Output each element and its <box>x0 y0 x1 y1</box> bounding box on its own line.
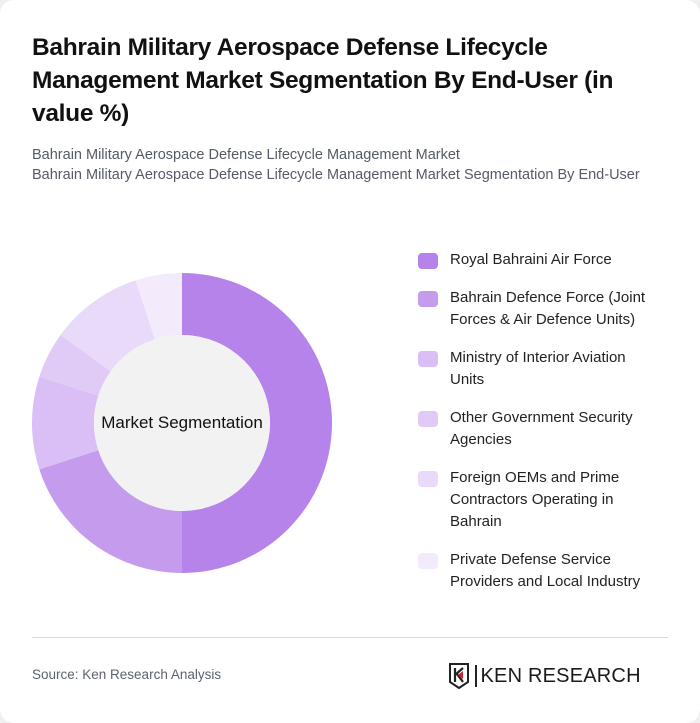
legend-item[interactable]: Ministry of Interior Aviation Units <box>418 347 678 391</box>
donut-segment[interactable] <box>31 376 99 470</box>
legend-swatch-icon <box>418 291 438 307</box>
legend-label: Bahrain Defence Force (Joint Forces & Ai… <box>450 289 646 328</box>
legend-label: Foreign OEMs and Prime Contractors Opera… <box>450 469 620 530</box>
subtitle-line-2: Bahrain Military Aerospace Defense Lifec… <box>32 167 640 183</box>
legend-item[interactable]: Private Defense Service Providers and Lo… <box>418 549 678 593</box>
logo-separator <box>475 665 477 687</box>
legend-label: Ministry of Interior Aviation Units <box>450 349 626 388</box>
legend-item[interactable]: Other Government Security Agencies <box>418 407 678 451</box>
legend-label: Other Government Security Agencies <box>450 409 633 448</box>
legend-label: Royal Bahraini Air Force <box>450 251 612 268</box>
donut-chart: Market Segmentation <box>30 270 336 576</box>
chart-title: Bahrain Military Aerospace Defense Lifec… <box>32 34 614 127</box>
logo-text: KEN RESEARCH <box>480 665 641 687</box>
legend-item[interactable]: Bahrain Defence Force (Joint Forces & Ai… <box>418 287 678 331</box>
legend-swatch-icon <box>418 253 438 269</box>
ken-research-shield-icon <box>449 663 469 690</box>
legend-label: Private Defense Service Providers and Lo… <box>450 551 641 590</box>
legend-swatch-icon <box>418 351 438 367</box>
legend-item[interactable]: Royal Bahraini Air Force <box>418 249 678 271</box>
donut-segment[interactable] <box>39 334 111 396</box>
subtitle-line-1: Bahrain Military Aerospace Defense Lifec… <box>32 147 460 163</box>
legend-swatch-icon <box>418 471 438 487</box>
chart-legend: Royal Bahraini Air Force Bahrain Defence … <box>418 249 678 609</box>
donut-hole <box>94 335 270 511</box>
legend-swatch-icon <box>418 411 438 427</box>
donut-segment[interactable] <box>60 280 155 372</box>
donut-segment[interactable] <box>39 450 182 573</box>
ken-research-logo: KEN RESEARCH <box>448 662 641 690</box>
legend-swatch-icon <box>418 553 438 569</box>
donut-segment[interactable] <box>182 273 332 573</box>
donut-svg <box>31 273 332 573</box>
donut-segment[interactable] <box>135 273 182 340</box>
chart-subtitle: Bahrain Military Aerospace Defense Lifec… <box>32 145 672 185</box>
footer-divider <box>32 637 668 638</box>
legend-item[interactable]: Foreign OEMs and Prime Contractors Opera… <box>418 467 678 533</box>
source-note: Source: Ken Research Analysis <box>32 667 222 682</box>
